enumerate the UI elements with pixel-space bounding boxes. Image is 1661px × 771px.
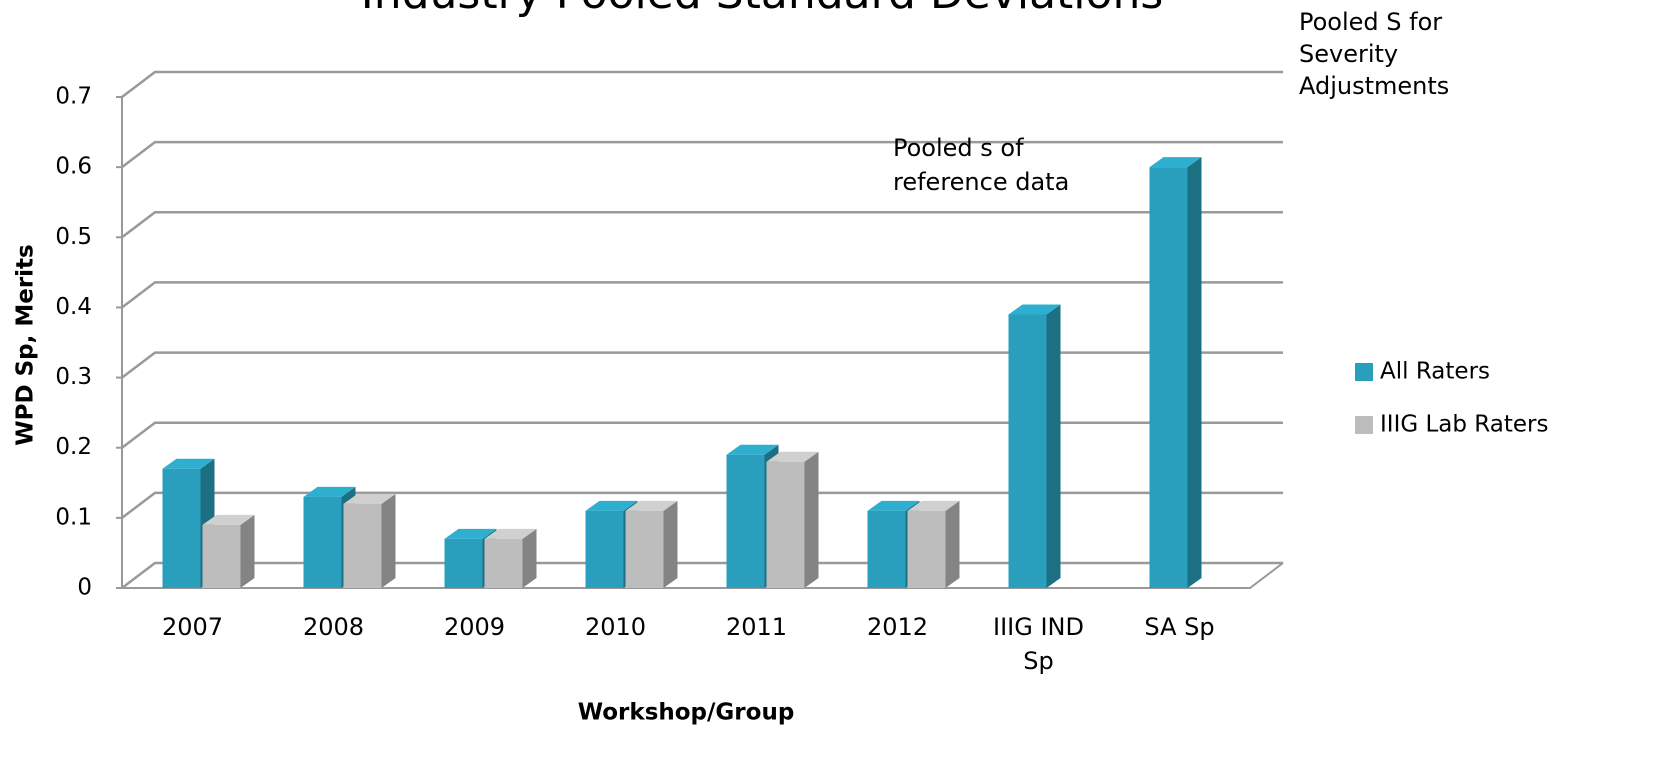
bar bbox=[444, 538, 483, 588]
bar-top bbox=[625, 500, 678, 511]
bar bbox=[202, 524, 241, 588]
x-tick-label: 2008 bbox=[302, 613, 365, 641]
grid-line bbox=[121, 281, 1283, 309]
bar-top bbox=[162, 458, 215, 469]
bar-top bbox=[444, 528, 497, 539]
bar bbox=[907, 510, 946, 588]
bar-side bbox=[240, 514, 255, 588]
x-tick-label: 2007 bbox=[161, 613, 224, 641]
bar-top bbox=[907, 500, 960, 511]
y-tick-label: 0 bbox=[77, 575, 92, 601]
bar-top bbox=[1149, 157, 1202, 168]
bar bbox=[766, 461, 805, 588]
bar bbox=[585, 510, 624, 588]
bar-top bbox=[484, 528, 537, 539]
x-axis-label: Workshop/Group bbox=[578, 700, 795, 726]
bar bbox=[625, 510, 664, 588]
bar-side bbox=[381, 493, 396, 588]
bar-top bbox=[766, 451, 819, 462]
x-tick-label: SA Sp bbox=[1144, 613, 1215, 641]
y-tick-label: 0.3 bbox=[55, 364, 92, 390]
chart-title: Industry Pooled Standard Deviations bbox=[361, 0, 1164, 19]
legend-label: IIIG Lab Raters bbox=[1380, 412, 1548, 438]
legend-label: All Raters bbox=[1380, 359, 1490, 385]
y-tick-label: 0.6 bbox=[55, 154, 92, 180]
bar-top bbox=[1008, 304, 1061, 315]
bar-top bbox=[303, 486, 356, 497]
annotation: Pooled S for Severity Adjustments bbox=[1299, 8, 1450, 100]
bar-side bbox=[945, 500, 960, 588]
annotation: Pooled s of reference data bbox=[893, 134, 1070, 196]
x-tick-label: 2012 bbox=[866, 613, 929, 641]
y-tick-label: 0.2 bbox=[55, 434, 92, 460]
x-tick-label: 2010 bbox=[584, 613, 647, 641]
bar bbox=[1149, 167, 1188, 588]
grid-line bbox=[121, 351, 1283, 379]
bar-top bbox=[867, 500, 920, 511]
bar bbox=[343, 503, 382, 588]
y-tick-label: 0.1 bbox=[55, 504, 92, 530]
y-tick-label: 0.5 bbox=[55, 224, 92, 250]
grid-line bbox=[121, 561, 1283, 589]
bar bbox=[162, 468, 201, 588]
bar-side bbox=[1046, 304, 1061, 588]
x-tick-label: IIIG IND Sp bbox=[993, 613, 1084, 675]
bar bbox=[1008, 314, 1047, 588]
bar-side bbox=[1187, 157, 1202, 588]
y-tick-label: 0.4 bbox=[55, 294, 92, 320]
legend-swatch bbox=[1355, 363, 1373, 381]
bar bbox=[303, 496, 342, 588]
x-tick-label: 2009 bbox=[443, 613, 506, 641]
bar-side bbox=[804, 451, 819, 588]
y-tick-label: 0.7 bbox=[55, 84, 92, 110]
x-tick-label: 2011 bbox=[725, 613, 788, 641]
grid-line bbox=[121, 211, 1283, 239]
bar-side bbox=[522, 528, 537, 588]
floor bbox=[122, 562, 1284, 589]
bar-side bbox=[663, 500, 678, 588]
bar bbox=[484, 538, 523, 588]
bar bbox=[726, 454, 765, 588]
bar-top bbox=[202, 514, 255, 525]
grid-line bbox=[121, 491, 1283, 519]
grid-line bbox=[121, 140, 1283, 169]
bar-top bbox=[585, 500, 638, 511]
legend-swatch bbox=[1355, 416, 1373, 434]
y-axis-label: WPD Sp, Merits bbox=[13, 244, 39, 446]
bar-top bbox=[726, 444, 779, 455]
grid-line bbox=[121, 421, 1283, 449]
bar bbox=[867, 510, 906, 588]
grid-line bbox=[121, 70, 1283, 98]
bar-top bbox=[343, 493, 396, 504]
